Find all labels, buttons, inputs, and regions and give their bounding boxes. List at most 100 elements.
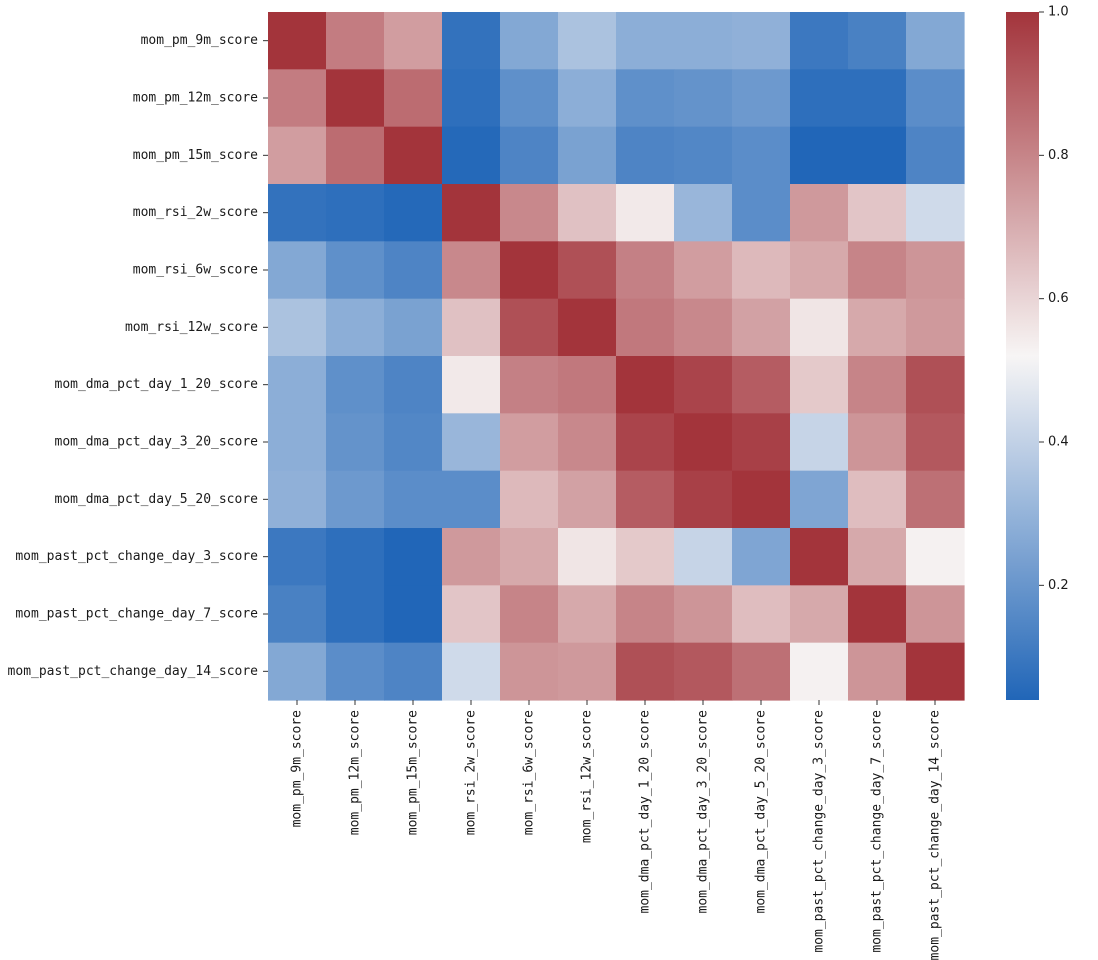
heatmap-cell: [268, 642, 327, 701]
y-tick-label: mom_past_pct_change_day_3_score: [15, 549, 258, 564]
heatmap-cell: [268, 528, 327, 586]
heatmap-cell: [906, 470, 965, 529]
heatmap-cell: [268, 241, 327, 300]
heatmap-cell: [674, 184, 733, 242]
heatmap-cell: [442, 298, 501, 357]
heatmap-cell: [732, 241, 791, 300]
heatmap-cell: [906, 241, 965, 300]
x-tick-label: mom_past_pct_change_day_7_score: [870, 710, 885, 953]
heatmap-cell: [616, 356, 675, 414]
heatmap-cell: [326, 413, 385, 472]
heatmap-cell: [500, 126, 559, 185]
heatmap-cell: [326, 12, 385, 70]
heatmap-cell: [674, 298, 733, 357]
heatmap-cell: [500, 12, 559, 70]
heatmap-cell: [442, 528, 501, 586]
heatmap-cell: [848, 69, 907, 128]
heatmap-cell: [674, 470, 733, 529]
heatmap-cell: [674, 356, 733, 414]
heatmap-cell: [906, 69, 965, 128]
heatmap-cell: [268, 413, 327, 472]
x-tick-label: mom_rsi_6w_score: [522, 710, 537, 835]
heatmap-cell: [674, 126, 733, 185]
heatmap-cell: [558, 298, 617, 357]
x-tick-label: mom_pm_9m_score: [290, 710, 305, 828]
heatmap-cell: [616, 298, 675, 357]
heatmap-cell: [616, 585, 675, 644]
heatmap-cell: [732, 470, 791, 529]
heatmap-cell: [442, 413, 501, 472]
heatmap-cell: [906, 126, 965, 185]
heatmap-cell: [674, 585, 733, 644]
heatmap-cell: [384, 642, 443, 701]
heatmap-cell: [326, 184, 385, 242]
heatmap-cell: [790, 585, 849, 644]
x-tick-label: mom_rsi_12w_score: [580, 710, 595, 843]
heatmap-cell: [906, 12, 965, 70]
heatmap-cell: [790, 470, 849, 529]
y-tick-label: mom_dma_pct_day_1_20_score: [55, 377, 259, 392]
heatmap-cell: [268, 12, 327, 70]
heatmap-cell: [732, 298, 791, 357]
heatmap-cell: [384, 470, 443, 529]
heatmap-cell: [558, 528, 617, 586]
heatmap-cell: [790, 69, 849, 128]
heatmap-cell: [848, 642, 907, 701]
heatmap-cell: [616, 69, 675, 128]
heatmap-cell: [558, 356, 617, 414]
heatmap-cell: [442, 470, 501, 529]
heatmap-cell: [326, 470, 385, 529]
heatmap-cell: [558, 470, 617, 529]
heatmap-cell: [616, 184, 675, 242]
x-tick-label: mom_past_pct_change_day_3_score: [812, 710, 827, 953]
heatmap-cell: [906, 528, 965, 586]
colorbar-tick-label: 0.2: [1048, 578, 1069, 593]
y-tick-label: mom_pm_9m_score: [141, 33, 259, 48]
x-tick-label: mom_past_pct_change_day_14_score: [928, 710, 943, 960]
heatmap-cells: [268, 12, 965, 701]
heatmap-cell: [906, 298, 965, 357]
heatmap-cell: [616, 241, 675, 300]
y-tick-label: mom_past_pct_change_day_14_score: [8, 664, 259, 679]
heatmap-cell: [848, 12, 907, 70]
y-axis-tick-labels: mom_pm_9m_score mom_pm_12m_score mom_pm_15…: [8, 33, 268, 679]
heatmap-cell: [732, 642, 791, 701]
heatmap-cell: [442, 585, 501, 644]
heatmap-cell: [442, 126, 501, 185]
heatmap-cell: [906, 184, 965, 242]
heatmap-cell: [326, 528, 385, 586]
heatmap-cell: [500, 642, 559, 701]
heatmap-cell: [848, 356, 907, 414]
heatmap-cell: [732, 12, 791, 70]
heatmap-cell: [732, 528, 791, 586]
colorbar-gradient: [1006, 12, 1039, 700]
heatmap-cell: [674, 528, 733, 586]
y-tick-label: mom_past_pct_change_day_7_score: [15, 607, 258, 622]
heatmap-cell: [790, 298, 849, 357]
heatmap-cell: [442, 69, 501, 128]
y-tick-label: mom_pm_15m_score: [133, 148, 258, 163]
heatmap-cell: [268, 69, 327, 128]
heatmap-cell: [790, 241, 849, 300]
heatmap-cell: [558, 69, 617, 128]
heatmap-cell: [674, 69, 733, 128]
heatmap-cell: [442, 356, 501, 414]
heatmap-cell: [326, 356, 385, 414]
heatmap-cell: [384, 184, 443, 242]
colorbar-ticks: 0.2 0.4 0.6 0.8 1.0: [1039, 5, 1069, 593]
heatmap-cell: [906, 413, 965, 472]
heatmap-cell: [906, 585, 965, 644]
heatmap-cell: [442, 241, 501, 300]
heatmap-cell: [790, 12, 849, 70]
heatmap-cell: [326, 585, 385, 644]
heatmap-cell: [790, 413, 849, 472]
heatmap-cell: [674, 241, 733, 300]
heatmap-cell: [442, 642, 501, 701]
heatmap-cell: [384, 12, 443, 70]
heatmap-cell: [326, 69, 385, 128]
heatmap-cell: [384, 126, 443, 185]
heatmap-cell: [848, 413, 907, 472]
x-tick-label: mom_pm_15m_score: [406, 710, 421, 835]
heatmap-cell: [326, 126, 385, 185]
